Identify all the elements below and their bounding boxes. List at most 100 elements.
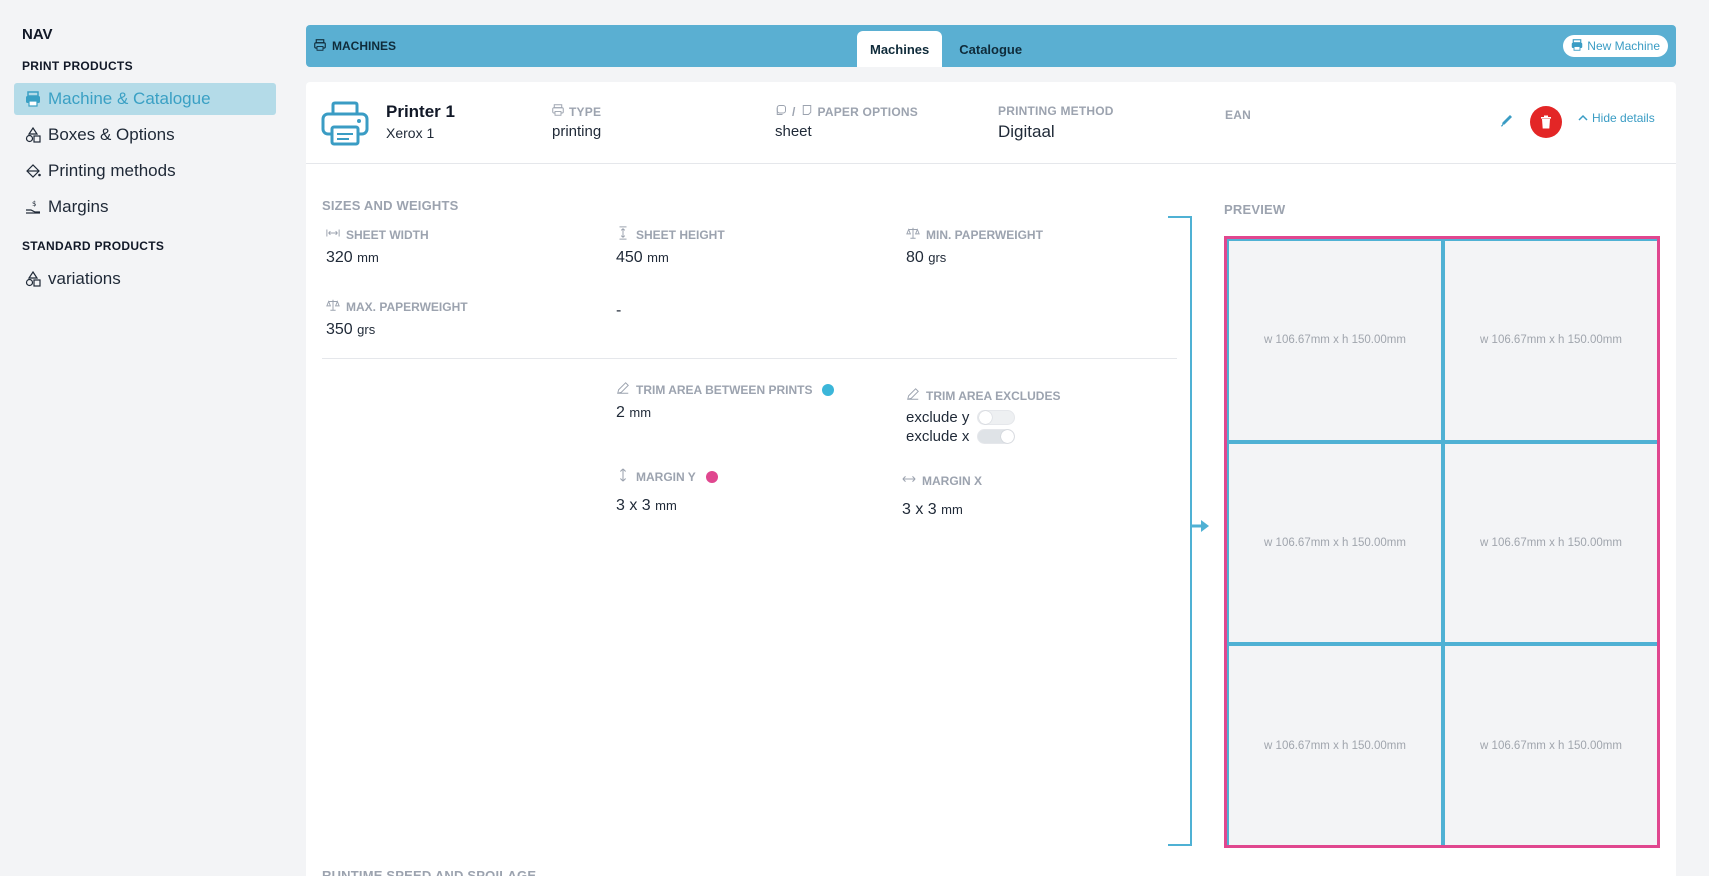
margin-y-label: MARGIN Y: [636, 469, 696, 484]
sheet-height-label: SHEET HEIGHT: [636, 227, 725, 242]
topbar-tabs: Machines Catalogue: [857, 31, 1035, 67]
paper-options-field: / PAPER OPTIONS sheet: [775, 104, 918, 141]
paper-options-label: PAPER OPTIONS: [817, 104, 918, 119]
trim-pen-icon: [616, 381, 630, 398]
margin-y-value: 3 x 3: [616, 497, 651, 514]
sidebar: NAV PRINT PRODUCTS Machine & Catalogue B…: [0, 0, 290, 876]
margin-x-label: MARGIN X: [922, 473, 982, 488]
trim-excludes-field: TRIM AREA EXCLUDES exclude y exclude x: [906, 387, 1060, 445]
max-paperweight-value: 350: [326, 321, 353, 338]
ean-label: EAN: [1225, 108, 1251, 122]
sheet-width-label: SHEET WIDTH: [346, 227, 429, 242]
max-paperweight-unit: grs: [357, 322, 376, 337]
nav-section-print-products: PRINT PRODUCTS: [22, 59, 133, 73]
trim-between-value: 2: [616, 404, 625, 421]
sizes-weights-title: SIZES AND WEIGHTS: [322, 198, 459, 213]
section-divider: [322, 358, 1177, 359]
min-paperweight-unit: grs: [928, 250, 947, 265]
max-paperweight-field: MAX. PAPERWEIGHT 350 grs: [326, 298, 468, 339]
sheet-height-value: 450: [616, 249, 643, 266]
type-value: printing: [552, 123, 602, 140]
empty-value-field: -: [616, 296, 621, 320]
tab-catalogue[interactable]: Catalogue: [959, 41, 1023, 57]
printing-method-field: PRINTING METHOD Digitaal: [998, 104, 1114, 142]
hand-money-icon: $: [24, 198, 42, 216]
margin-x-field: MARGIN X 3 x 3 mm: [902, 472, 982, 519]
trash-icon: [1541, 115, 1551, 129]
margin-x-value: 3 x 3: [902, 501, 937, 518]
sheet-width-unit: mm: [357, 250, 379, 265]
empty-value: -: [616, 302, 622, 319]
sheet-width-value: 320: [326, 249, 353, 266]
height-arrows-icon: [616, 226, 630, 243]
exclude-x-label: exclude x: [906, 428, 970, 445]
margin-indicator-dot: [705, 470, 718, 483]
preview-cell: w 106.67mm x h 150.00mm: [1445, 646, 1657, 845]
topbar-title: MACHINES: [314, 25, 396, 67]
min-paperweight-label: MIN. PAPERWEIGHT: [926, 227, 1043, 242]
delete-button[interactable]: [1530, 106, 1562, 138]
paper-roll-icon: [775, 104, 787, 119]
printing-method-label: PRINTING METHOD: [998, 104, 1114, 118]
trim-excludes-label: TRIM AREA EXCLUDES: [926, 388, 1061, 403]
sidebar-item-machine-catalogue[interactable]: Machine & Catalogue: [14, 83, 276, 115]
scale-icon: [906, 226, 920, 243]
machine-detail-card: Printer 1 Xerox 1 TYPE printing / PAPER …: [306, 82, 1676, 876]
margin-y-unit: mm: [655, 498, 677, 513]
machine-header: Printer 1 Xerox 1 TYPE printing / PAPER …: [306, 82, 1676, 164]
paper-options-value: sheet: [775, 123, 812, 140]
sidebar-item-margins[interactable]: $ Margins: [14, 191, 276, 223]
svg-text:$: $: [32, 200, 36, 208]
printer-icon: [321, 101, 369, 146]
tab-machines[interactable]: Machines: [857, 31, 943, 67]
nav-title: NAV: [22, 26, 53, 43]
sidebar-item-printing-methods[interactable]: Printing methods: [14, 155, 276, 187]
sidebar-item-label: Margins: [48, 197, 109, 216]
paint-bucket-icon: [24, 162, 42, 180]
type-label: TYPE: [569, 104, 602, 119]
trim-between-field: TRIM AREA BETWEEN PRINTS 2 mm: [616, 381, 835, 422]
preview-cell: w 106.67mm x h 150.00mm: [1229, 646, 1441, 845]
ean-field: EAN: [1225, 108, 1251, 122]
sidebar-item-variations[interactable]: variations: [14, 263, 276, 295]
max-paperweight-label: MAX. PAPERWEIGHT: [346, 299, 468, 314]
nav-section-standard-products: STANDARD PRODUCTS: [22, 239, 165, 253]
arrow-right-icon: [1191, 520, 1209, 532]
sidebar-item-label: Boxes & Options: [48, 125, 175, 144]
trim-between-label: TRIM AREA BETWEEN PRINTS: [636, 382, 813, 397]
hide-details-link[interactable]: Hide details: [1578, 111, 1655, 125]
machine-name: Printer 1: [386, 102, 455, 121]
scale-icon: [326, 298, 340, 315]
new-machine-button[interactable]: New Machine: [1563, 35, 1668, 57]
horizontal-arrows-icon: [902, 472, 916, 489]
preview-cell: w 106.67mm x h 150.00mm: [1229, 443, 1441, 643]
margin-x-unit: mm: [941, 502, 963, 517]
exclude-y-toggle[interactable]: [977, 410, 1016, 425]
sidebar-item-boxes-options[interactable]: Boxes & Options: [14, 119, 276, 151]
new-machine-label: New Machine: [1587, 39, 1660, 53]
preview-cell: w 106.67mm x h 150.00mm: [1229, 241, 1441, 440]
type-field: TYPE printing: [552, 104, 601, 140]
vertical-arrows-icon: [616, 468, 630, 485]
paper-sheet-icon: [801, 104, 813, 119]
exclude-x-toggle[interactable]: [977, 429, 1016, 444]
printer-icon: [314, 38, 326, 54]
trim-indicator-dot: [822, 383, 835, 396]
runtime-section-title: RUNTIME SPEED AND SPOILAGE: [322, 868, 537, 876]
pencil-icon[interactable]: [1499, 112, 1515, 128]
sheet-preview: w 106.67mm x h 150.00mm w 106.67mm x h 1…: [1224, 236, 1660, 848]
printer-icon: [552, 104, 564, 119]
shapes-icon: [24, 126, 42, 144]
sheet-height-unit: mm: [647, 250, 669, 265]
printer-icon: [24, 90, 42, 108]
printing-method-value: Digitaal: [998, 122, 1055, 141]
preview-title: PREVIEW: [1224, 202, 1286, 217]
trim-between-unit: mm: [629, 405, 652, 420]
trim-pen-icon: [906, 387, 920, 404]
shapes-icon: [24, 270, 42, 288]
machines-topbar: MACHINES Machines Catalogue New Machine: [306, 25, 1676, 67]
exclude-x-row: exclude x: [906, 428, 1060, 445]
topbar-title-text: MACHINES: [332, 39, 397, 53]
machine-model: Xerox 1: [386, 125, 435, 141]
chevron-up-icon: [1578, 111, 1588, 125]
